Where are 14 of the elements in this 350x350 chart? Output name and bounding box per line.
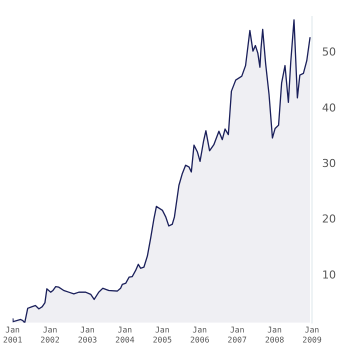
x-tick-label: Jan 2009 bbox=[302, 326, 322, 344]
x-tick-label: Jan 2003 bbox=[78, 326, 98, 344]
y-tick-label: 50 bbox=[322, 46, 336, 59]
x-tick-label: Jan 2004 bbox=[115, 326, 135, 344]
y-tick-label: 10 bbox=[322, 268, 336, 282]
y-tick-label: 30 bbox=[322, 156, 336, 170]
y-tick-label: 40 bbox=[322, 101, 336, 114]
x-tick-label: Jan 2008 bbox=[264, 326, 284, 344]
x-tick-label: Jan 2005 bbox=[152, 326, 172, 344]
x-tick-label: Jan 2007 bbox=[228, 326, 247, 344]
x-tick-label: Jan 2002 bbox=[40, 326, 60, 344]
y-tick-label: 20 bbox=[322, 212, 336, 226]
x-tick-label: Jan 2006 bbox=[190, 326, 210, 344]
x-tick-label: Jan 2001 bbox=[3, 326, 22, 344]
